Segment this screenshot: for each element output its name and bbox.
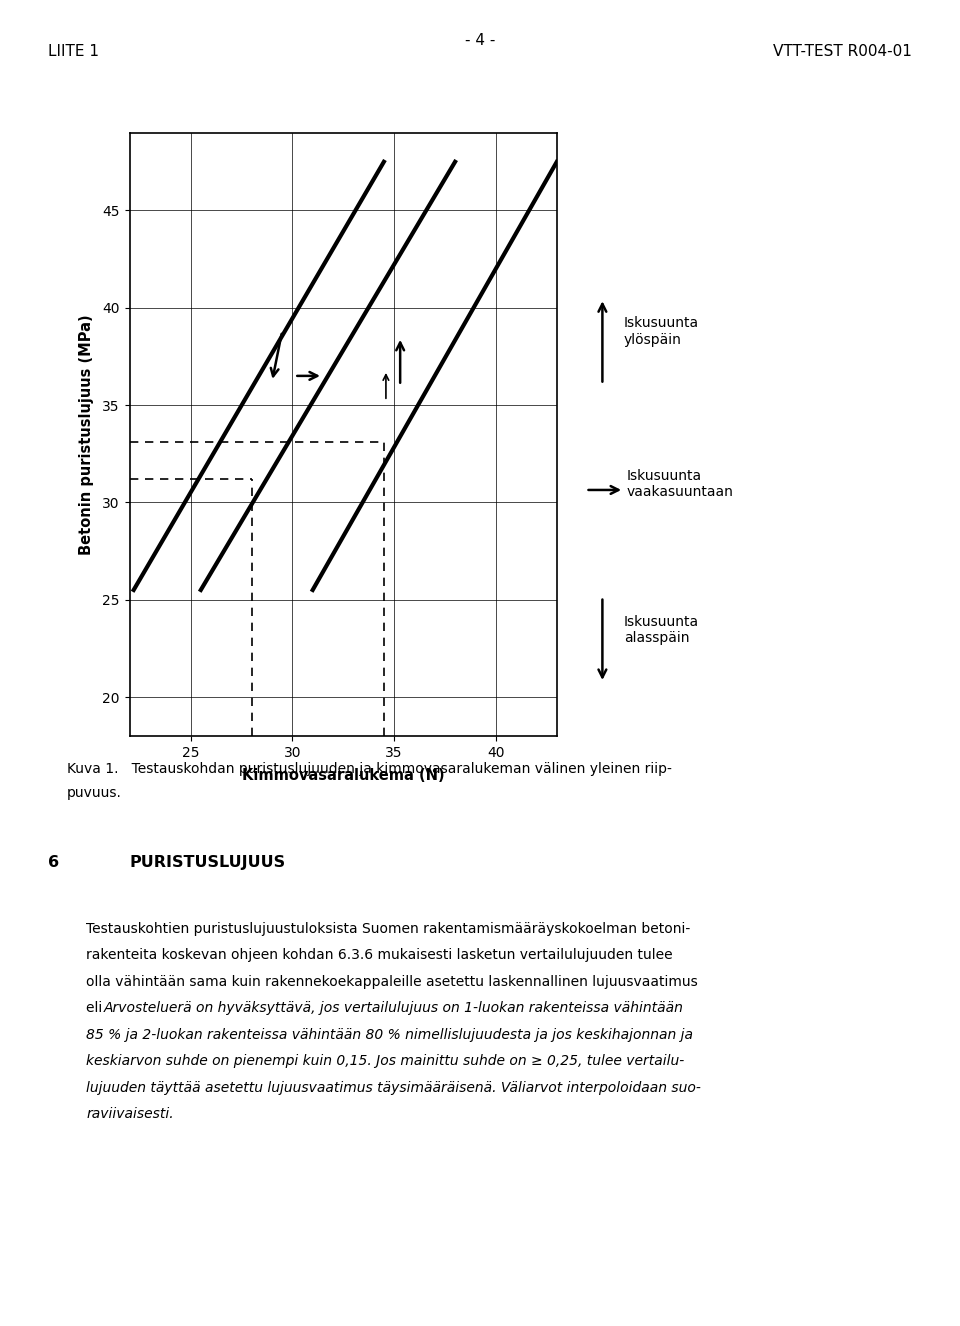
X-axis label: Kimmovasaralukema (N): Kimmovasaralukema (N) <box>242 768 444 782</box>
Text: lujuuden täyttää asetettu lujuusvaatimus täysimääräisenä. Väliarvot interpoloida: lujuuden täyttää asetettu lujuusvaatimus… <box>86 1081 701 1095</box>
Text: 85 % ja 2-luokan rakenteissa vähintään 80 % nimellislujuudesta ja jos keskihajon: 85 % ja 2-luokan rakenteissa vähintään 8… <box>86 1028 693 1042</box>
Text: Iskusuunta
alasspäin: Iskusuunta alasspäin <box>624 615 699 644</box>
Text: rakenteita koskevan ohjeen kohdan 6.3.6 mukaisesti lasketun vertailulujuuden tul: rakenteita koskevan ohjeen kohdan 6.3.6 … <box>86 948 673 963</box>
Text: Kuva 1.   Testauskohdan puristuslujuuden ja kimmovasaralukeman välinen yleinen r: Kuva 1. Testauskohdan puristuslujuuden j… <box>67 762 672 777</box>
Text: - 4 -: - 4 - <box>465 33 495 48</box>
Text: LIITE 1: LIITE 1 <box>48 44 99 58</box>
Text: olla vähintään sama kuin rakennekoekappaleille asetettu laskennallinen lujuusvaa: olla vähintään sama kuin rakennekoekappa… <box>86 975 698 989</box>
Y-axis label: Betonin puristuslujuus (MPa): Betonin puristuslujuus (MPa) <box>79 314 94 554</box>
Text: Testauskohtien puristuslujuustuloksista Suomen rakentamismääräyskokoelman betoni: Testauskohtien puristuslujuustuloksista … <box>86 922 690 936</box>
Text: puvuus.: puvuus. <box>67 786 122 801</box>
Text: Iskusuunta
vaakasuuntaan: Iskusuunta vaakasuuntaan <box>627 469 733 499</box>
Text: keskiarvon suhde on pienempi kuin 0,15. Jos mainittu suhde on ≥ 0,25, tulee vert: keskiarvon suhde on pienempi kuin 0,15. … <box>86 1054 684 1069</box>
Text: raviivaisesti.: raviivaisesti. <box>86 1107 174 1122</box>
Text: eli: eli <box>86 1001 107 1016</box>
Text: Arvosteluerä on hyväksyttävä, jos vertailulujuus on 1-luokan rakenteissa vähintä: Arvosteluerä on hyväksyttävä, jos vertai… <box>104 1001 684 1016</box>
Text: PURISTUSLUJUUS: PURISTUSLUJUUS <box>130 855 286 870</box>
Text: 6: 6 <box>48 855 60 870</box>
Text: Iskusuunta
ylöspäin: Iskusuunta ylöspäin <box>624 317 699 346</box>
Text: VTT-TEST R004-01: VTT-TEST R004-01 <box>773 44 912 58</box>
